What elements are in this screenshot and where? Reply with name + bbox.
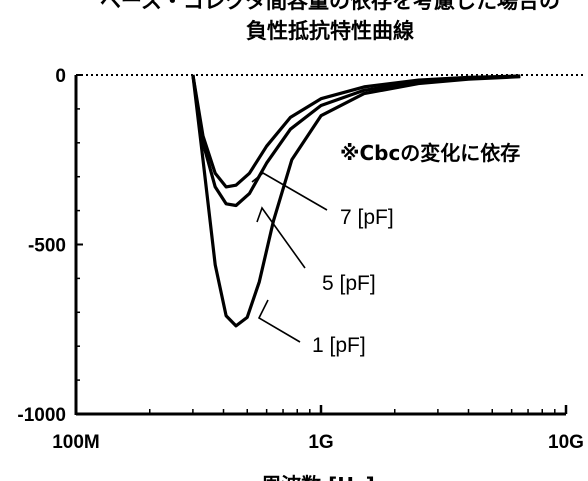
series-leader-line (256, 206, 306, 269)
y-tick-label: -1000 (17, 405, 66, 426)
series-line-1 (191, 74, 521, 328)
x-tick-label: 10G (548, 432, 584, 453)
x-tick-label: 1G (308, 432, 333, 453)
cbc-dependency-note: ※Cbcの変化に依存 (340, 141, 520, 165)
title-line-1: ベース・コレクタ間容量の依存を考慮した場合の (100, 0, 560, 13)
series-line-3 (191, 74, 521, 189)
series-leader-line (257, 299, 301, 343)
x-axis-title: 周波数 [Hz] (261, 473, 375, 481)
y-tick-label: -500 (28, 236, 66, 257)
title-line-2: 負性抵抗特性曲線 (246, 19, 414, 43)
y-ticks: 0 -500 -1000 (17, 66, 584, 426)
series-line-2 (191, 74, 521, 208)
series-layer (191, 74, 521, 328)
series-label: 1 [pF] (312, 334, 366, 357)
x-tick-label: 100M (52, 432, 100, 453)
series-labels: 1 [pF] 5 [pF] 7 [pF] (251, 172, 394, 357)
series-leader-line (251, 172, 328, 211)
series-label: 5 [pF] (322, 272, 376, 295)
series-label: 7 [pF] (340, 206, 394, 229)
x-ticks: 100M 1G 10G (52, 405, 584, 453)
y-tick-label: 0 (55, 66, 66, 87)
